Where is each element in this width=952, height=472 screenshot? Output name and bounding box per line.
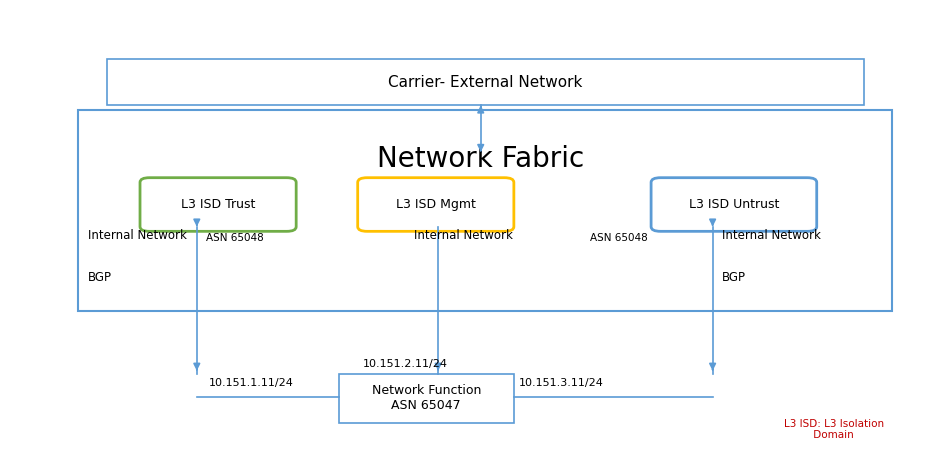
Text: Internal Network: Internal Network bbox=[88, 229, 187, 243]
Text: 10.151.3.11/24: 10.151.3.11/24 bbox=[519, 378, 604, 388]
Text: 10.151.1.11/24: 10.151.1.11/24 bbox=[209, 378, 294, 388]
Text: L3 ISD Untrust: L3 ISD Untrust bbox=[688, 198, 779, 211]
Text: Internal Network: Internal Network bbox=[414, 229, 513, 243]
Text: Internal Network: Internal Network bbox=[722, 229, 821, 243]
Text: 10.151.2.11/24: 10.151.2.11/24 bbox=[363, 359, 447, 369]
Text: Network Function
ASN 65047: Network Function ASN 65047 bbox=[371, 384, 481, 412]
Text: BGP: BGP bbox=[88, 271, 112, 285]
Text: ASN 65048: ASN 65048 bbox=[589, 233, 647, 244]
FancyBboxPatch shape bbox=[78, 110, 892, 311]
FancyBboxPatch shape bbox=[107, 59, 864, 105]
FancyBboxPatch shape bbox=[651, 177, 817, 231]
Text: Carrier- External Network: Carrier- External Network bbox=[388, 75, 583, 90]
Text: ASN 65048: ASN 65048 bbox=[207, 233, 264, 244]
FancyBboxPatch shape bbox=[339, 374, 514, 422]
FancyBboxPatch shape bbox=[358, 177, 514, 231]
FancyBboxPatch shape bbox=[140, 177, 296, 231]
Text: BGP: BGP bbox=[722, 271, 746, 285]
Text: L3 ISD Mgmt: L3 ISD Mgmt bbox=[396, 198, 476, 211]
Text: Network Fabric: Network Fabric bbox=[377, 145, 585, 173]
Text: L3 ISD Trust: L3 ISD Trust bbox=[181, 198, 255, 211]
Text: L3 ISD: L3 Isolation
         Domain: L3 ISD: L3 Isolation Domain bbox=[783, 419, 883, 440]
